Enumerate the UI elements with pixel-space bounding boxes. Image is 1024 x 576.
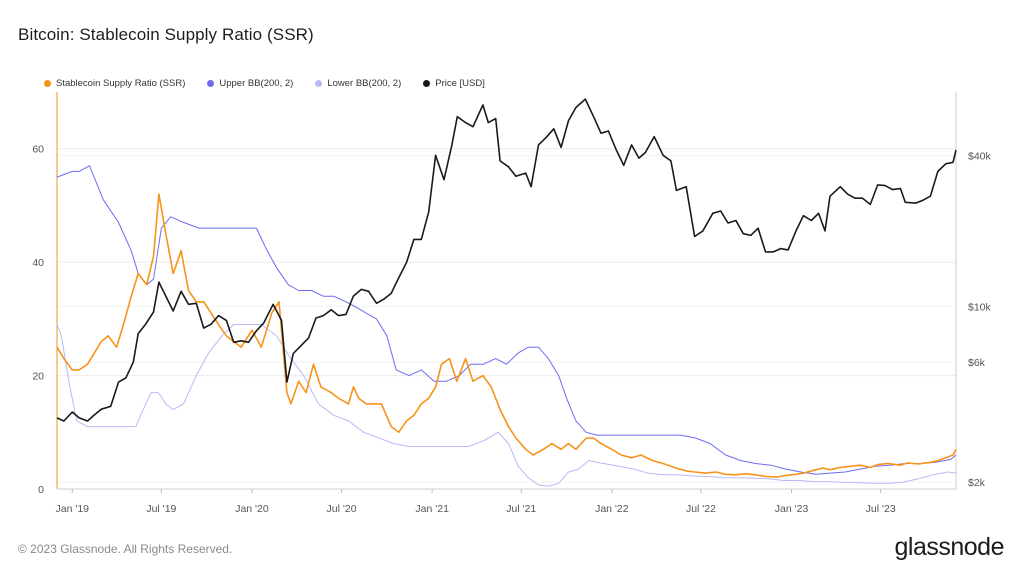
y-left-tick-label: 0 bbox=[38, 484, 44, 496]
y-right-tick-label: $40k bbox=[968, 150, 992, 162]
legend-swatch-price bbox=[423, 80, 431, 87]
legend-label-price: Price [USD] bbox=[435, 78, 485, 89]
y-right-tick-label: $6k bbox=[968, 357, 986, 369]
ssr-line bbox=[56, 193, 957, 478]
x-tick-label: Jan '21 bbox=[415, 503, 449, 515]
legend-item-upper-bb[interactable]: Upper BB(200, 2) bbox=[207, 78, 293, 89]
legend-label-upper-bb: Upper BB(200, 2) bbox=[219, 78, 294, 89]
legend-swatch-upper-bb bbox=[207, 80, 215, 87]
legend-item-lower-bb[interactable]: Lower BB(200, 2) bbox=[315, 78, 401, 89]
copyright-text: © 2023 Glassnode. All Rights Reserved. bbox=[18, 542, 233, 556]
upper-bb-line bbox=[56, 165, 957, 475]
price-line bbox=[56, 98, 957, 422]
legend-swatch-lower-bb bbox=[315, 80, 323, 87]
x-tick-label: Jan '22 bbox=[595, 503, 629, 515]
y-left-tick-label: 60 bbox=[32, 144, 44, 156]
y-right-tick-label: $2k bbox=[968, 477, 986, 489]
glassnode-logo: glassnode bbox=[894, 533, 1005, 561]
lower-bb-line bbox=[56, 324, 957, 487]
x-tick-label: Jul '20 bbox=[327, 503, 357, 515]
y-right-tick-label: $10k bbox=[968, 302, 992, 314]
legend-swatch-ssr bbox=[44, 80, 51, 87]
legend-item-price[interactable]: Price [USD] bbox=[423, 78, 485, 89]
legend-label-lower-bb: Lower BB(200, 2) bbox=[327, 78, 402, 89]
y-left-tick-label: 40 bbox=[32, 257, 44, 269]
x-tick-label: Jan '20 bbox=[235, 503, 269, 515]
x-tick-label: Jan '23 bbox=[775, 503, 809, 515]
y-left-tick-label: 20 bbox=[32, 371, 44, 383]
legend-label-ssr: Stablecoin Supply Ratio (SSR) bbox=[56, 78, 186, 89]
x-tick-label: Jul '23 bbox=[866, 503, 896, 515]
x-tick-label: Jul '19 bbox=[146, 503, 176, 515]
legend-item-ssr[interactable]: Stablecoin Supply Ratio (SSR) bbox=[44, 78, 185, 89]
chart-title: Bitcoin: Stablecoin Supply Ratio (SSR) bbox=[18, 25, 314, 44]
chart-legend: Stablecoin Supply Ratio (SSR) Upper BB(2… bbox=[44, 78, 485, 89]
x-tick-label: Jul '21 bbox=[506, 503, 536, 515]
x-tick-label: Jul '22 bbox=[686, 503, 716, 515]
x-tick-label: Jan '19 bbox=[55, 503, 89, 515]
